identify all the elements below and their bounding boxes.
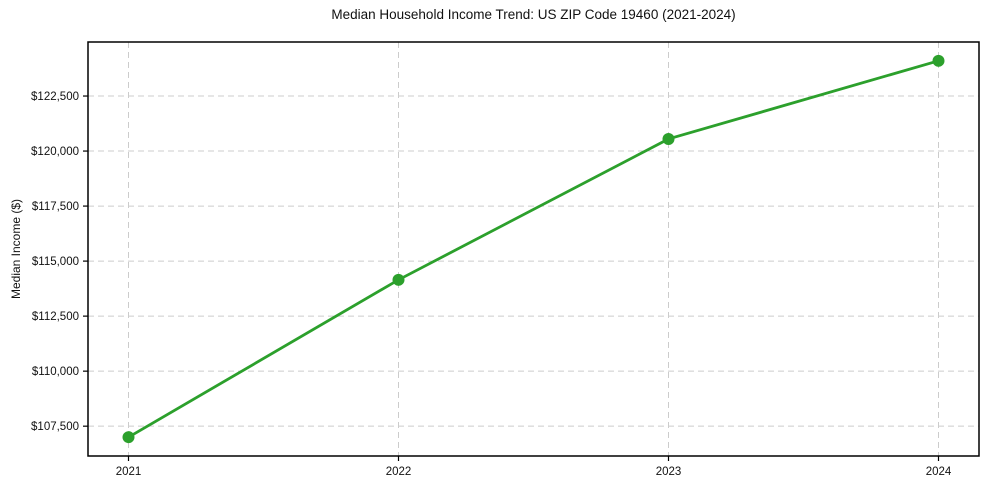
y-tick-label: $120,000 bbox=[31, 146, 79, 158]
y-tick-label: $110,000 bbox=[32, 366, 79, 378]
y-tick-label: $112,500 bbox=[32, 311, 79, 323]
x-tick-label: 2023 bbox=[656, 466, 682, 478]
data-point-2024 bbox=[932, 54, 945, 67]
data-point-2023 bbox=[662, 132, 675, 145]
y-tick-label: $117,500 bbox=[32, 201, 79, 213]
plot-border bbox=[87, 41, 980, 457]
y-tick-label: $107,500 bbox=[31, 421, 79, 433]
data-line bbox=[127, 59, 940, 439]
data-point-2021 bbox=[122, 431, 135, 444]
y-tick-label: $115,000 bbox=[32, 256, 79, 268]
y-tick-label: $122,500 bbox=[31, 91, 79, 103]
data-point-2022 bbox=[392, 273, 405, 286]
x-tick-label: 2024 bbox=[926, 466, 952, 478]
x-tick-label: 2021 bbox=[116, 466, 142, 478]
chart-title: Median Household Income Trend: US ZIP Co… bbox=[331, 7, 736, 22]
x-tick-label: 2022 bbox=[386, 466, 412, 478]
